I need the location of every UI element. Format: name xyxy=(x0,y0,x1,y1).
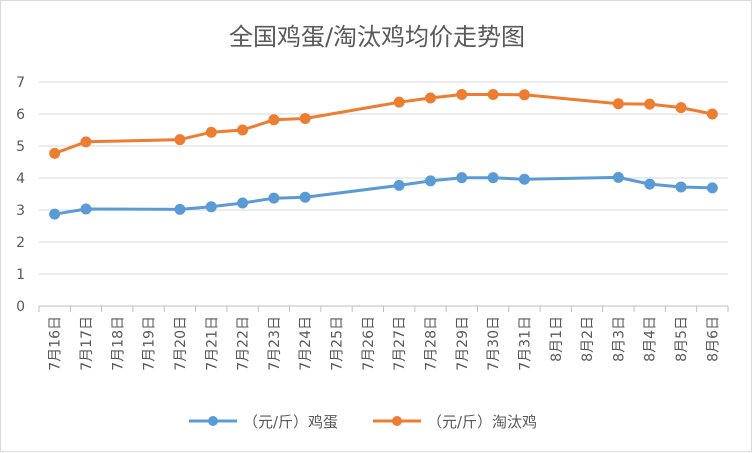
series-line-0 xyxy=(53,175,714,216)
x-tick-label: 7月18日 xyxy=(110,316,126,371)
series-lines xyxy=(49,88,718,220)
x-tick-label: 7月27日 xyxy=(392,316,408,371)
data-point xyxy=(49,208,61,220)
x-tick-label: 7月17日 xyxy=(79,316,95,371)
x-tick-label: 8月3日 xyxy=(611,316,627,362)
legend-label[interactable]: （元/斤）鸡蛋 xyxy=(243,413,338,431)
data-point xyxy=(174,203,186,215)
x-tick-label: 7月23日 xyxy=(267,316,283,371)
x-tick-label: 7月21日 xyxy=(204,316,220,371)
chart-title: 全国鸡蛋/淘汰鸡均价走势图 xyxy=(229,23,525,51)
data-point xyxy=(706,182,718,194)
data-point xyxy=(268,192,280,204)
data-point xyxy=(174,134,186,146)
data-point xyxy=(518,89,530,101)
data-point xyxy=(80,203,92,215)
x-tick-label: 7月16日 xyxy=(48,316,64,371)
data-point xyxy=(268,114,280,126)
x-tick-label: 8月1日 xyxy=(549,316,565,362)
data-point xyxy=(706,108,718,120)
data-point xyxy=(80,136,92,148)
x-tick-label: 7月30日 xyxy=(486,316,502,371)
x-tick-label: 7月19日 xyxy=(142,316,158,371)
data-point xyxy=(237,197,249,209)
x-tick-label: 7月24日 xyxy=(298,316,314,371)
data-point xyxy=(675,102,687,114)
data-point xyxy=(299,112,311,124)
x-tick-label: 7月20日 xyxy=(173,316,189,371)
x-tick-label: 8月5日 xyxy=(674,316,690,362)
data-point xyxy=(487,172,499,184)
data-point xyxy=(675,181,687,193)
legend-label[interactable]: （元/斤）淘汰鸡 xyxy=(427,413,537,431)
data-point xyxy=(424,175,436,187)
data-point xyxy=(393,179,405,191)
x-tick-label: 8月2日 xyxy=(580,316,596,362)
data-point xyxy=(424,92,436,104)
data-point xyxy=(393,96,405,108)
x-tick-label: 7月22日 xyxy=(236,316,252,371)
axes xyxy=(38,305,729,312)
legend-marker xyxy=(208,416,218,426)
data-point xyxy=(205,126,217,138)
x-tick-label: 8月6日 xyxy=(705,316,721,362)
data-point xyxy=(518,173,530,185)
y-tick-label: 6 xyxy=(16,107,25,123)
x-tick-label: 7月26日 xyxy=(361,316,377,371)
y-tick-label: 2 xyxy=(16,235,25,251)
data-point xyxy=(487,88,499,100)
data-point xyxy=(612,171,624,183)
y-tick-label: 1 xyxy=(16,267,25,283)
data-point xyxy=(205,201,217,213)
data-point xyxy=(49,147,61,159)
data-point xyxy=(237,124,249,136)
y-tick-label: 4 xyxy=(16,171,25,187)
series-line-1 xyxy=(53,93,714,155)
y-tick-label: 5 xyxy=(16,139,25,155)
y-tick-label: 3 xyxy=(16,203,25,219)
x-tick-label: 7月28日 xyxy=(423,316,439,371)
data-point xyxy=(299,191,311,203)
y-tick-labels: 0 1 2 3 4 5 6 7 xyxy=(16,75,25,315)
data-point xyxy=(644,178,656,190)
x-tick-label: 7月25日 xyxy=(330,316,346,371)
legend-marker xyxy=(392,416,402,426)
x-tick-label: 7月29日 xyxy=(455,316,471,371)
x-tick-label: 7月31日 xyxy=(517,316,533,371)
data-point xyxy=(456,172,468,184)
data-point xyxy=(612,98,624,110)
y-tick-label: 0 xyxy=(16,299,25,315)
y-tick-label: 7 xyxy=(16,75,25,91)
legend[interactable]: （元/斤）鸡蛋 （元/斤）淘汰鸡 xyxy=(189,413,537,431)
x-tick-labels: 7月16日 7月17日 7月18日 7月19日 7月20日 7月21日 7月22日 7月23日… xyxy=(48,316,722,371)
x-tick-label: 8月4日 xyxy=(643,316,659,362)
data-point xyxy=(456,88,468,100)
data-point xyxy=(644,98,656,110)
